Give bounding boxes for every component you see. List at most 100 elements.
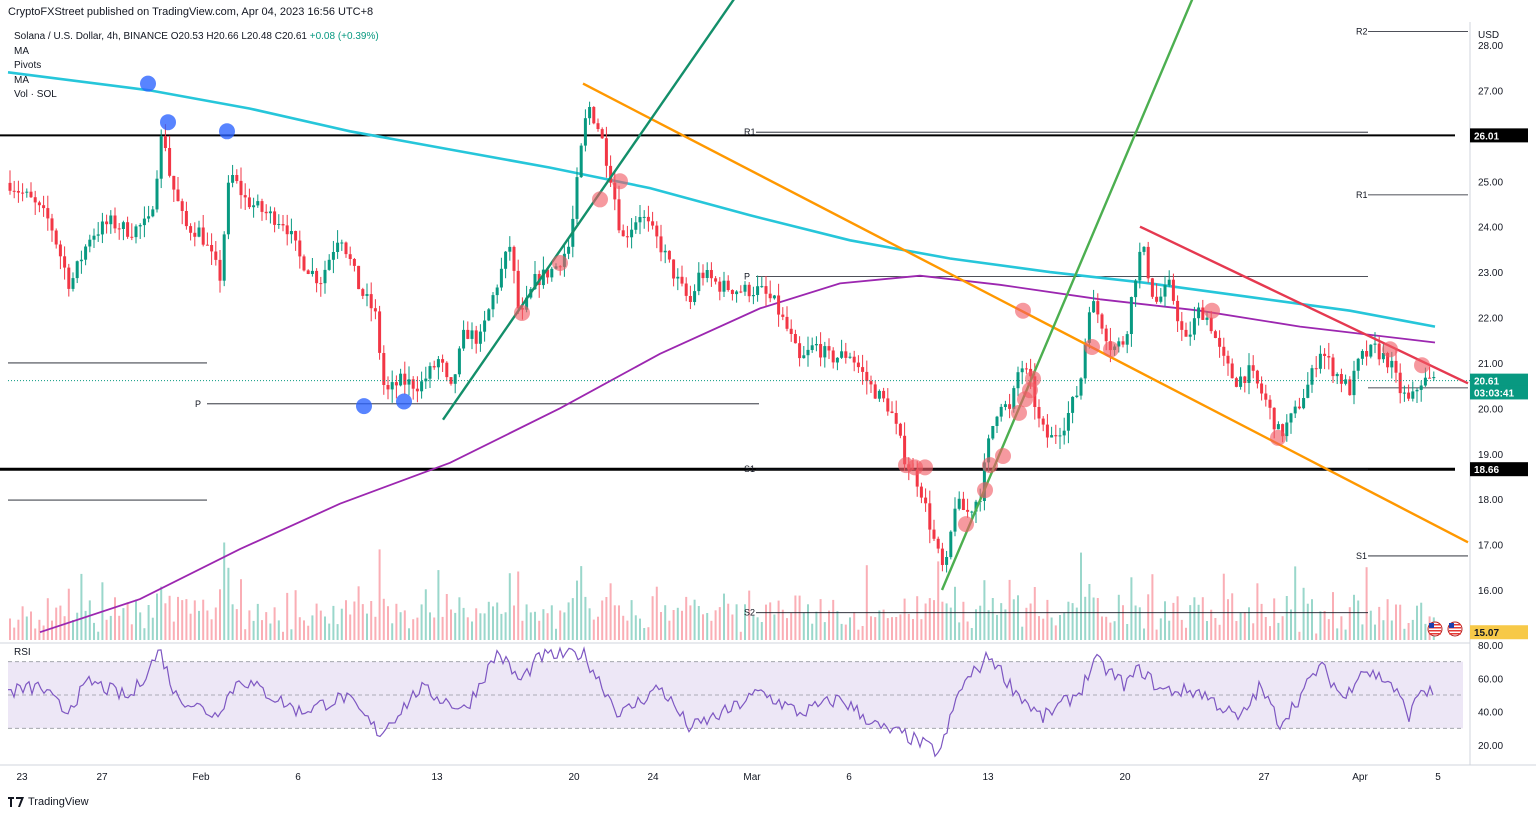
us-flag-icon-stripe <box>1449 627 1461 629</box>
candle-body <box>819 344 823 358</box>
volume-bar <box>1000 603 1003 640</box>
candle-body <box>735 291 739 295</box>
candle-body <box>1398 372 1402 394</box>
volume-bar <box>1122 605 1124 640</box>
volume-bar <box>1084 596 1087 640</box>
time-tick: 6 <box>846 772 852 783</box>
candle-body <box>361 289 365 296</box>
volume-bar <box>290 629 293 640</box>
candle-body <box>441 359 445 363</box>
candle-body <box>415 388 419 392</box>
volume-bar <box>286 592 289 640</box>
candle-body <box>1159 296 1163 302</box>
candle-body <box>390 382 394 390</box>
candle-body <box>205 244 209 246</box>
volume-bar <box>1390 620 1393 640</box>
touch-marker <box>396 393 412 410</box>
candle-body <box>1197 307 1201 319</box>
indicator-pivots[interactable]: Pivots <box>14 60 42 71</box>
volume-bar <box>1365 567 1368 640</box>
volume-bar <box>693 599 696 640</box>
volume-bar <box>59 605 62 640</box>
candle-body <box>96 234 100 236</box>
volume-bar <box>597 616 599 640</box>
volume-bar <box>450 609 452 640</box>
candle-body <box>1041 418 1045 425</box>
candle-body <box>184 211 188 227</box>
legend-symbol-row[interactable]: Solana / U.S. Dollar, 4h, BINANCE O20.53… <box>14 30 379 45</box>
candle-body <box>344 242 348 255</box>
candle-body <box>1121 341 1125 345</box>
volume-bar <box>38 619 41 640</box>
volume-bar <box>870 616 872 640</box>
candle-body <box>1167 279 1171 286</box>
candle-body <box>550 268 554 278</box>
candle-body <box>1045 424 1049 438</box>
candle-body <box>802 355 806 359</box>
volume-bar <box>920 619 923 640</box>
candle-body <box>1226 355 1230 364</box>
indicator-ma-2[interactable]: MA <box>14 74 29 86</box>
candle-body <box>117 228 121 230</box>
candle-body <box>403 373 407 385</box>
candle-body <box>600 129 604 139</box>
volume-bar <box>1126 624 1129 640</box>
candle-body <box>67 267 71 289</box>
rsi-label[interactable]: RSI <box>14 647 31 658</box>
candle-body <box>155 178 159 210</box>
candle-body <box>1092 301 1096 313</box>
candle-body <box>247 197 251 208</box>
moving-averages <box>7 71 1436 634</box>
volume-bar <box>496 602 499 640</box>
volume-bar <box>857 629 860 640</box>
volume-bar <box>613 605 616 640</box>
indicator-volume[interactable]: Vol · SOL <box>14 89 57 100</box>
candle-body <box>1344 379 1348 384</box>
volume-bar <box>1130 577 1133 640</box>
candle-body <box>474 330 478 344</box>
candle-body <box>949 531 953 558</box>
candle-body <box>579 145 583 178</box>
candle-body <box>1050 435 1054 438</box>
indicator-ma-1[interactable]: MA <box>14 45 29 57</box>
candle-body <box>1129 297 1133 334</box>
volume-bar <box>819 599 822 640</box>
candle-body <box>806 349 810 356</box>
volume-bar <box>1315 633 1318 640</box>
us-flag-icon-stripe <box>1449 633 1461 635</box>
candle-body <box>373 308 377 312</box>
volume-bar <box>849 617 851 640</box>
candle-body <box>411 379 415 389</box>
candle-body <box>705 270 709 278</box>
volume-bar <box>357 586 360 640</box>
candle-body <box>718 281 722 292</box>
candle-body <box>672 259 676 279</box>
candle-body <box>1419 385 1423 390</box>
candle-body <box>764 286 768 294</box>
volume-bar <box>1210 609 1213 640</box>
candle-body <box>420 381 424 392</box>
candle-body <box>827 346 831 351</box>
volume-bar <box>479 613 482 640</box>
volume-bar <box>437 570 440 640</box>
candle-body <box>1331 357 1335 377</box>
candle-body <box>1407 392 1411 399</box>
volume-bar <box>311 615 314 640</box>
volume-bar <box>1176 596 1179 640</box>
candle-body <box>432 366 436 368</box>
volume-bar <box>177 596 179 640</box>
candle-body <box>928 503 932 530</box>
candle-body <box>886 398 890 412</box>
volume-bar <box>975 609 977 640</box>
tradingview-logo[interactable]: TradingView <box>8 796 89 808</box>
candle-body <box>1285 422 1289 437</box>
volume-bar <box>261 620 263 640</box>
volume-bar <box>319 610 322 640</box>
candle-body <box>1251 365 1255 371</box>
volume-bar <box>983 580 986 640</box>
time-tick: 23 <box>16 772 28 783</box>
candle-body <box>1171 279 1175 301</box>
candle-body <box>688 296 692 302</box>
volume-bar <box>30 611 32 640</box>
